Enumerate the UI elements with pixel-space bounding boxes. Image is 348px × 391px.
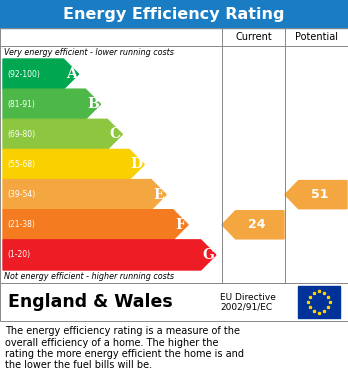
Text: F: F — [176, 218, 185, 232]
Text: (81-91): (81-91) — [7, 100, 35, 109]
Text: Potential: Potential — [295, 32, 338, 42]
Text: (21-38): (21-38) — [7, 220, 35, 229]
Text: overall efficiency of a home. The higher the: overall efficiency of a home. The higher… — [5, 337, 219, 348]
Text: Very energy efficient - lower running costs: Very energy efficient - lower running co… — [4, 48, 174, 57]
Text: The energy efficiency rating is a measure of the: The energy efficiency rating is a measur… — [5, 326, 240, 336]
Polygon shape — [3, 119, 122, 149]
Bar — [0, 28, 348, 283]
Text: EU Directive: EU Directive — [220, 292, 276, 301]
Text: 51: 51 — [311, 188, 329, 201]
Text: the lower the fuel bills will be.: the lower the fuel bills will be. — [5, 361, 152, 371]
Text: Energy Efficiency Rating: Energy Efficiency Rating — [63, 7, 285, 22]
Bar — [0, 321, 348, 391]
Bar — [0, 0, 348, 28]
Text: 2002/91/EC: 2002/91/EC — [220, 303, 272, 312]
Text: E: E — [153, 188, 164, 202]
Text: 24: 24 — [248, 218, 266, 231]
Polygon shape — [3, 240, 216, 270]
Bar — [0, 28, 348, 283]
Text: (39-54): (39-54) — [7, 190, 35, 199]
Text: A: A — [66, 67, 77, 81]
Bar — [298, 286, 340, 318]
Text: Current: Current — [235, 32, 272, 42]
Text: (55-68): (55-68) — [7, 160, 35, 169]
Polygon shape — [3, 179, 166, 210]
Text: G: G — [203, 248, 214, 262]
Text: rating the more energy efficient the home is and: rating the more energy efficient the hom… — [5, 349, 244, 359]
Polygon shape — [3, 149, 144, 179]
Text: Not energy efficient - higher running costs: Not energy efficient - higher running co… — [4, 272, 174, 281]
Text: (1-20): (1-20) — [7, 250, 30, 260]
Polygon shape — [3, 210, 188, 240]
Text: B: B — [87, 97, 99, 111]
Text: D: D — [130, 158, 143, 172]
Polygon shape — [3, 59, 79, 89]
Text: (92-100): (92-100) — [7, 70, 40, 79]
Polygon shape — [3, 89, 101, 119]
Polygon shape — [285, 181, 347, 209]
Bar — [0, 283, 348, 321]
Text: (69-80): (69-80) — [7, 130, 35, 139]
Bar — [0, 283, 348, 321]
Text: C: C — [109, 127, 120, 142]
Polygon shape — [222, 211, 284, 239]
Text: England & Wales: England & Wales — [8, 293, 173, 311]
